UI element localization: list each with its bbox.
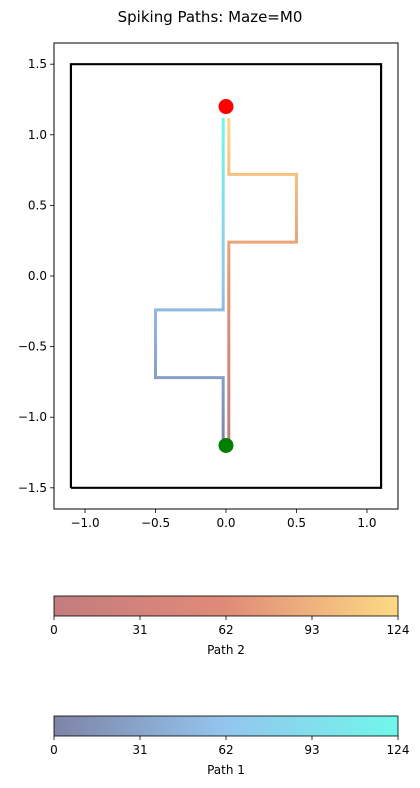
y-tick-label: 1.5 [28,57,47,71]
x-tick-label: 0.0 [216,516,235,530]
start-marker [218,437,234,453]
colorbar-path-1-ticks: 0 31 62 93 124 [50,736,409,757]
y-tick-label: −1.5 [18,481,47,495]
y-tick-label: 1.0 [28,128,47,142]
x-tick-label: 1.0 [357,516,376,530]
y-tick-label: 0.5 [28,198,47,212]
goal-marker [218,99,234,115]
colorbar-path-1 [53,715,399,737]
colorbar-path-2-tick-label: 31 [132,623,147,637]
colorbar-path-2-tick-label: 0 [50,623,58,637]
path-2-line [226,117,298,447]
colorbar-path-1-tick-label: 62 [218,743,233,757]
y-tick-label: −1.0 [18,410,47,424]
y-axis: 1.5 1.0 0.5 0.0 −0.5 −1.0 −1.5 [18,57,54,495]
path-1-line [154,117,226,447]
colorbar-path-1-label: Path 1 [207,763,245,777]
x-tick-label: −0.5 [141,516,170,530]
y-tick-label: 0.0 [28,269,47,283]
y-tick-label: −0.5 [18,340,47,354]
colorbar-path-2-ticks: 0 31 62 93 124 [50,616,409,637]
colorbar-path-2-tick-label: 62 [218,623,233,637]
x-axis: −1.0 −0.5 0.0 0.5 1.0 [70,509,377,530]
chart-title: Spiking Paths: Maze=M0 [118,8,303,26]
colorbar-path-2 [53,595,399,617]
colorbar-path-2-label: Path 2 [207,643,245,657]
colorbar-path-1-tick-label: 124 [387,743,410,757]
maze-boundary [69,63,383,489]
colorbar-path-1-tick-label: 93 [304,743,319,757]
colorbar-path-1-tick-label: 0 [50,743,58,757]
x-tick-label: 0.5 [287,516,306,530]
colorbar-path-1-tick-label: 31 [132,743,147,757]
x-tick-label: −1.0 [70,516,99,530]
colorbar-path-2-tick-label: 93 [304,623,319,637]
colorbar-path-2-tick-label: 124 [387,623,410,637]
